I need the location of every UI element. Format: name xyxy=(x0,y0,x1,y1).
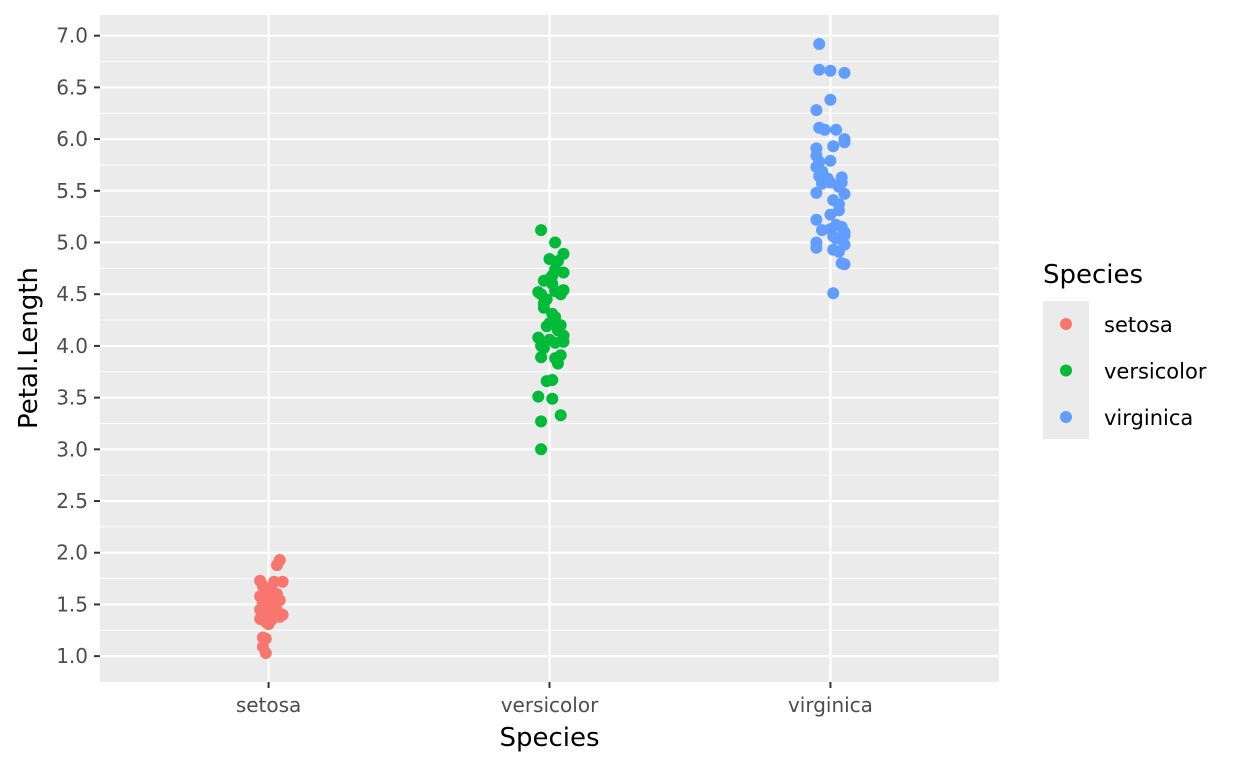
data-point-virginica xyxy=(810,104,823,117)
x-axis-title: Species xyxy=(499,723,599,753)
data-point-virginica xyxy=(810,241,823,254)
y-tick-label: 5.5 xyxy=(56,179,88,203)
data-point-virginica xyxy=(827,140,840,153)
legend-label-setosa: setosa xyxy=(1104,313,1173,337)
data-point-versicolor xyxy=(535,443,548,456)
data-point-virginica xyxy=(818,123,831,136)
grid-major xyxy=(100,15,999,682)
x-tick-label: virginica xyxy=(788,693,873,717)
data-point-virginica xyxy=(827,287,840,300)
data-point-virginica xyxy=(813,38,826,50)
data-point-setosa xyxy=(271,559,283,572)
data-point-versicolor xyxy=(549,336,562,349)
legend-title: Species xyxy=(1043,260,1143,290)
data-point-virginica xyxy=(838,187,851,200)
data-point-versicolor xyxy=(540,320,553,333)
y-tick-label: 2.0 xyxy=(56,541,88,565)
legend-key-versicolor xyxy=(1060,364,1072,377)
data-point-versicolor xyxy=(535,224,548,237)
data-point-setosa xyxy=(259,647,272,659)
data-point-virginica xyxy=(838,136,851,149)
data-point-virginica xyxy=(824,64,837,77)
y-tick-label: 1.0 xyxy=(56,644,88,668)
data-point-versicolor xyxy=(535,351,548,364)
data-point-versicolor xyxy=(549,236,562,249)
data-point-versicolor xyxy=(546,374,559,386)
data-point-setosa xyxy=(276,575,289,588)
y-tick-label: 3.5 xyxy=(56,386,88,410)
y-tick-label: 6.0 xyxy=(56,127,88,151)
data-point-virginica xyxy=(830,123,843,136)
y-axis-title: Petal.Length xyxy=(14,267,44,429)
data-point-virginica xyxy=(824,154,837,167)
legend-key-setosa xyxy=(1060,318,1072,330)
data-point-versicolor xyxy=(554,409,567,422)
y-tick-label: 6.5 xyxy=(56,75,88,99)
y-tick-label: 3.0 xyxy=(56,437,88,461)
data-point-versicolor xyxy=(546,392,559,405)
y-tick-label: 7.0 xyxy=(56,24,88,48)
y-axis-ticks: 1.0 1.5 2.0 2.5 3.0 3.5 4.0 4.5 5.0 5.5 6.0 6.5 7.0 xyxy=(56,24,100,668)
legend-label-virginica: virginica xyxy=(1104,406,1193,430)
x-tick-label: versicolor xyxy=(501,693,599,717)
data-point-virginica xyxy=(824,93,837,106)
data-point-setosa xyxy=(262,618,275,631)
data-point-virginica xyxy=(816,224,828,237)
data-point-virginica xyxy=(824,208,837,221)
legend: Species setosa versicolor virginica xyxy=(1043,260,1207,439)
data-point-virginica xyxy=(810,186,823,199)
data-point-versicolor xyxy=(535,415,548,428)
data-point-virginica xyxy=(838,258,851,271)
data-point-virginica xyxy=(810,213,823,226)
y-tick-label: 5.0 xyxy=(56,231,88,255)
data-point-virginica xyxy=(816,177,828,190)
data-point-virginica xyxy=(830,232,843,245)
y-tick-label: 4.5 xyxy=(56,282,88,306)
y-tick-label: 2.5 xyxy=(56,489,88,513)
y-tick-label: 1.5 xyxy=(56,592,88,616)
data-point-versicolor xyxy=(551,357,564,370)
data-point-virginica xyxy=(838,66,851,79)
data-point-versicolor xyxy=(537,342,550,354)
legend-label-versicolor: versicolor xyxy=(1104,360,1207,384)
data-point-versicolor xyxy=(532,390,545,403)
data-point-virginica xyxy=(832,245,845,258)
data-point-versicolor xyxy=(554,288,567,301)
data-points xyxy=(254,38,851,659)
x-tick-label: setosa xyxy=(236,693,301,717)
x-axis-ticks: setosa versicolor virginica xyxy=(236,682,873,717)
data-point-versicolor xyxy=(537,301,550,314)
y-tick-label: 4.0 xyxy=(56,334,88,358)
legend-key-virginica xyxy=(1060,411,1072,423)
data-point-versicolor xyxy=(557,266,570,279)
data-point-virginica xyxy=(813,63,826,76)
